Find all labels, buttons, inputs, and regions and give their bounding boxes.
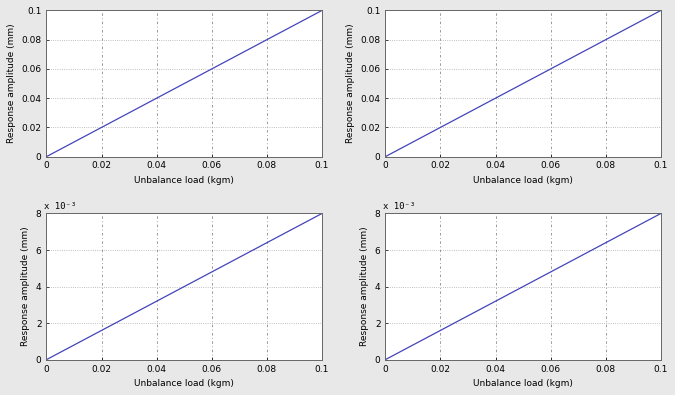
Y-axis label: Response amplitude (mm): Response amplitude (mm)	[22, 227, 30, 346]
Text: x 10⁻³: x 10⁻³	[383, 201, 415, 211]
X-axis label: Unbalance load (kgm): Unbalance load (kgm)	[134, 379, 234, 388]
Text: x 10⁻³: x 10⁻³	[44, 201, 76, 211]
Y-axis label: Response amplitude (mm): Response amplitude (mm)	[360, 227, 369, 346]
X-axis label: Unbalance load (kgm): Unbalance load (kgm)	[473, 379, 573, 388]
Y-axis label: Response amplitude (mm): Response amplitude (mm)	[7, 24, 16, 143]
X-axis label: Unbalance load (kgm): Unbalance load (kgm)	[134, 176, 234, 185]
Y-axis label: Response amplitude (mm): Response amplitude (mm)	[346, 24, 355, 143]
X-axis label: Unbalance load (kgm): Unbalance load (kgm)	[473, 176, 573, 185]
